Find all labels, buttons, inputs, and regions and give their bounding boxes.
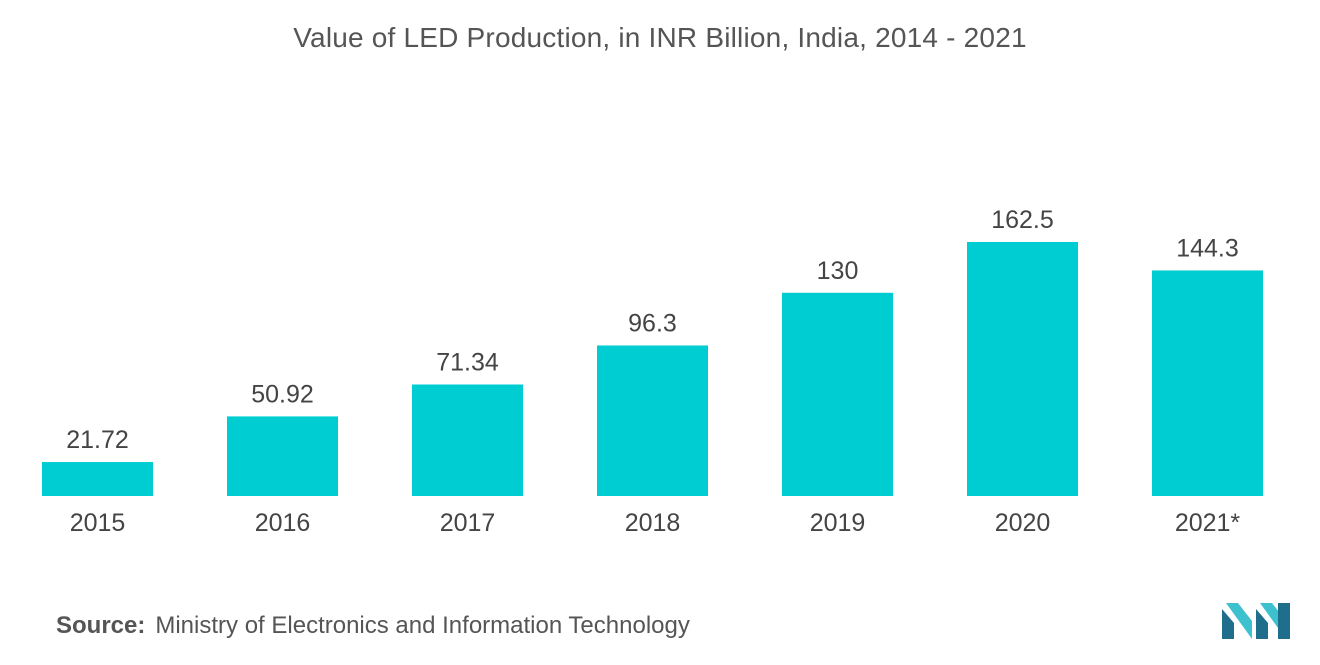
x-tick-label: 2019 bbox=[810, 509, 866, 537]
x-tick-label: 2016 bbox=[255, 509, 311, 537]
bar-value-label: 50.92 bbox=[251, 380, 314, 408]
bar-2021* bbox=[1152, 270, 1263, 496]
bar-value-label: 130 bbox=[817, 257, 859, 285]
x-tick-label: 2021* bbox=[1175, 509, 1241, 537]
source-value: Ministry of Electronics and Information … bbox=[155, 612, 690, 639]
bar-value-label: 144.3 bbox=[1176, 234, 1239, 262]
source-key: Source: bbox=[56, 612, 146, 639]
bar-value-label: 96.3 bbox=[628, 309, 677, 337]
bar-2015 bbox=[42, 462, 153, 496]
mordor-intelligence-logo-icon bbox=[1222, 603, 1290, 639]
chart-title: Value of LED Production, in INR Billion,… bbox=[293, 22, 1027, 53]
bar-2017 bbox=[412, 384, 523, 496]
bar-value-label: 71.34 bbox=[436, 348, 499, 376]
bar-2016 bbox=[227, 416, 338, 496]
x-tick-label: 2017 bbox=[440, 509, 496, 537]
source-note: Source: Ministry of Electronics and Infor… bbox=[56, 612, 690, 640]
x-tick-label: 2015 bbox=[70, 509, 126, 537]
bar-2019 bbox=[782, 292, 893, 496]
bar-value-label: 162.5 bbox=[991, 206, 1054, 234]
bar-2018 bbox=[597, 345, 708, 496]
bar-value-label: 21.72 bbox=[66, 426, 129, 454]
bar-2020 bbox=[967, 242, 1078, 496]
x-tick-label: 2020 bbox=[995, 509, 1051, 537]
x-tick-label: 2018 bbox=[625, 509, 681, 537]
